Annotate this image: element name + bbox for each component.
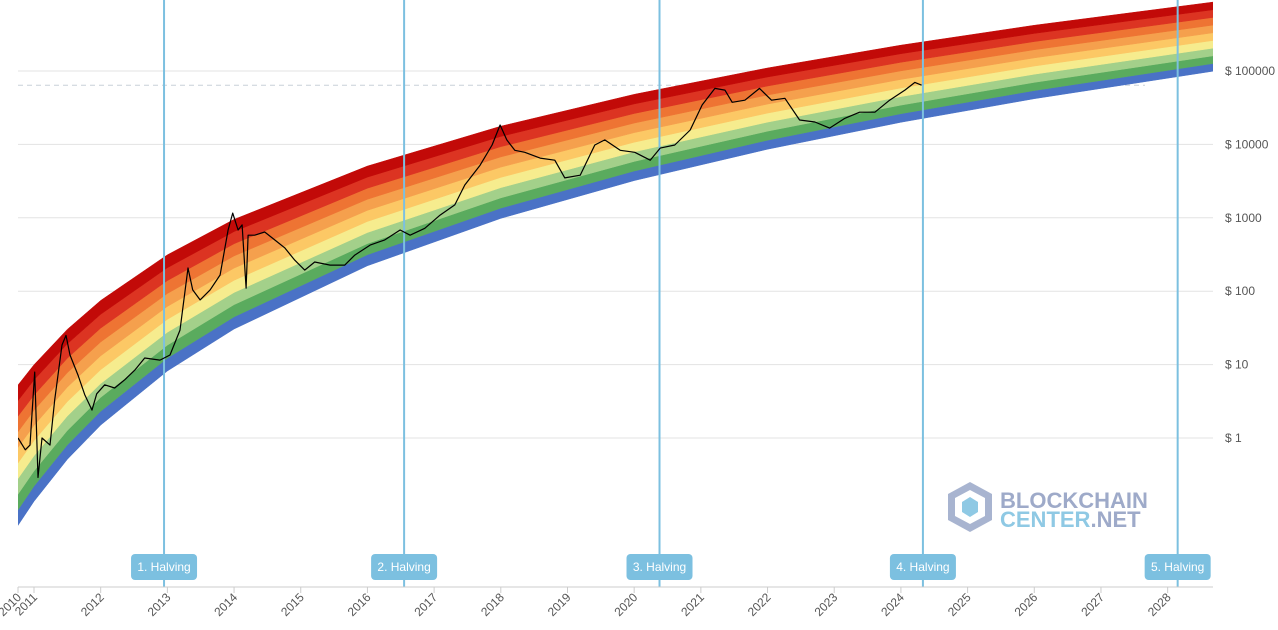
x-tick-label: 2012 (78, 590, 107, 619)
halving-label-box (1144, 554, 1211, 580)
x-tick-label: 2016 (345, 590, 374, 619)
price (18, 81, 922, 479)
halving-label-box (626, 554, 693, 580)
x-tick-label: 2028 (1145, 590, 1174, 619)
halving-label-box (131, 554, 198, 580)
halving-label: 5. Halving (1151, 560, 1204, 574)
logo-cube-core (962, 497, 978, 517)
halving-label: 2. Halving (377, 560, 430, 574)
x-tick-label: 2019 (545, 590, 574, 619)
watermark-text: CENTER (1000, 507, 1091, 532)
x-tick-label: 2026 (1012, 590, 1041, 619)
x-tick-label: 2013 (145, 590, 174, 619)
halving-label: 4. Halving (896, 560, 949, 574)
halving-label: 3. Halving (633, 560, 686, 574)
x-tick-label: 2025 (945, 590, 974, 619)
x-tick-label: 2014 (211, 590, 240, 619)
halvings: 1. Halving 2. Halving 3. Halving 4. Halving… (131, 0, 1211, 587)
watermark-text: CENTER.NET (1000, 507, 1141, 532)
price-line (18, 81, 922, 479)
x-tick-label: 2023 (812, 590, 841, 619)
y-tick-label: $ 100000 (1225, 64, 1275, 78)
x-tick-label: 2018 (478, 590, 507, 619)
halving-label-box (889, 554, 956, 580)
x-tick-label: 2015 (278, 590, 307, 619)
halving-label-box (371, 554, 438, 580)
y-tick-label: $ 10 (1225, 358, 1249, 372)
x-tick-label: 2020 (612, 590, 641, 619)
halving-label: 1. Halving (137, 560, 190, 574)
x-tick-label: 2022 (745, 590, 774, 619)
watermark-text: .NET (1090, 507, 1141, 532)
x-tick-label: 2021 (678, 590, 707, 619)
x-tick-label: 2017 (411, 590, 440, 619)
watermark-text: BLOCKCHAIN (1000, 488, 1148, 513)
watermark: BLOCKCHAIN CENTER.NET (948, 482, 1148, 532)
y-tick-label: $ 1000 (1225, 211, 1262, 225)
x-tick-label: 2024 (878, 590, 907, 619)
x-tick-label: 2027 (1078, 590, 1107, 619)
y-tick-label: $ 1 (1225, 431, 1242, 445)
rainbow-band (18, 1, 1213, 402)
rainbow-bands (18, 1, 1213, 526)
y-tick-label: $ 10000 (1225, 137, 1269, 151)
y-tick-label: $ 100 (1225, 284, 1255, 298)
